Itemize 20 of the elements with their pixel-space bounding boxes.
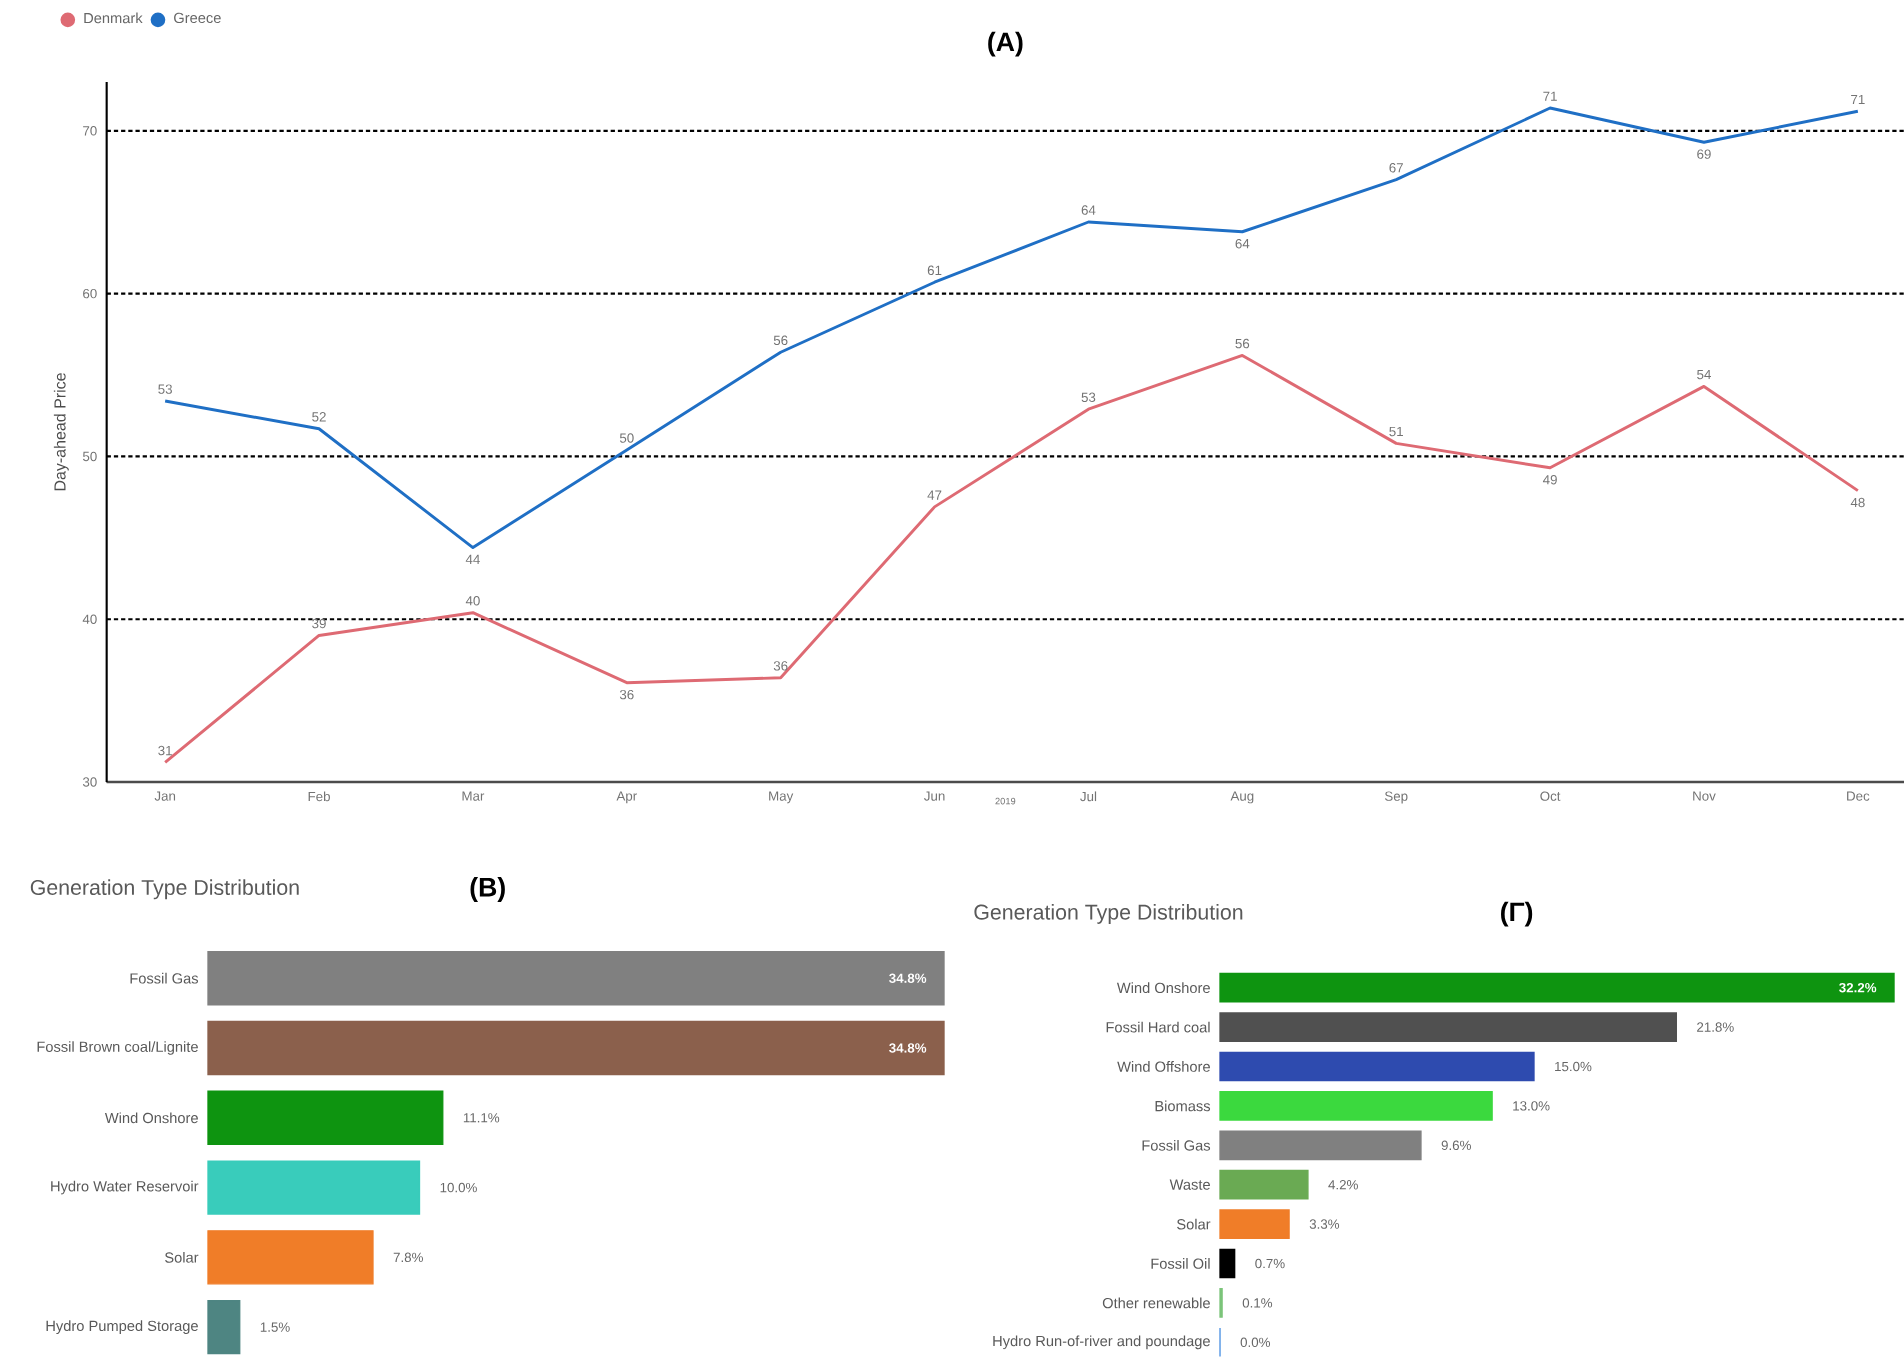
bar [207,1299,241,1355]
bar [1219,1051,1535,1082]
bar [1219,1130,1422,1161]
y-axis-title: Day-ahead Price [53,373,69,491]
bar [207,1160,421,1215]
bar [207,1230,374,1285]
bar [207,1020,945,1076]
bar [207,951,945,1006]
chart-title: (B) [470,877,505,902]
bar [1219,1169,1309,1200]
chart-title: (A) [988,31,1023,57]
chart-title: (Γ) [1501,901,1533,927]
bar [1219,1091,1493,1121]
bar [1219,1248,1236,1279]
bar [207,1090,444,1145]
bar [1219,972,1895,1003]
bar [1219,1209,1290,1239]
chart-subtitle: Generation Type Distribution [974,904,1243,924]
chart-subtitle: Generation Type Distribution [30,879,299,900]
bar [1219,1012,1678,1042]
